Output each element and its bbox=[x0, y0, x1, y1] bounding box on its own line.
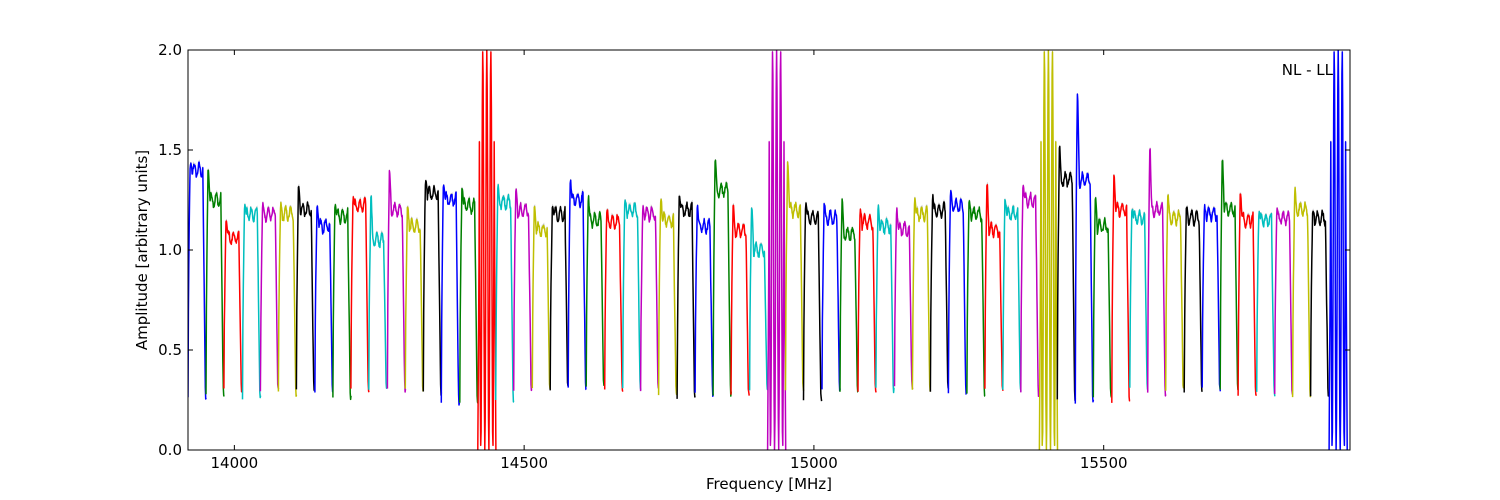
band-series-line bbox=[1237, 193, 1258, 396]
band-series-line bbox=[911, 197, 932, 392]
band-series-line bbox=[893, 207, 914, 390]
band-series-line bbox=[477, 50, 497, 450]
band-series-line bbox=[549, 205, 570, 391]
band-series-line bbox=[984, 184, 1004, 391]
band-series-line bbox=[1309, 209, 1330, 397]
band-series-line bbox=[1183, 206, 1203, 393]
band-series-line bbox=[1111, 174, 1131, 403]
band-series-line bbox=[422, 179, 443, 396]
y-tick-label: 2.0 bbox=[158, 41, 182, 59]
band-series-line bbox=[368, 195, 388, 390]
series-layer bbox=[188, 50, 1348, 450]
band-series-line bbox=[802, 202, 823, 402]
band-series-line bbox=[621, 199, 642, 391]
band-series-line bbox=[350, 196, 370, 393]
band-series-line bbox=[712, 159, 732, 397]
y-tick-label: 1.5 bbox=[158, 141, 182, 159]
y-tick-label: 1.0 bbox=[158, 241, 182, 259]
band-series-line bbox=[947, 189, 967, 395]
band-series-line bbox=[1020, 184, 1040, 398]
band-series-line bbox=[512, 188, 533, 392]
band-series-line bbox=[639, 205, 660, 392]
x-tick-label: 14500 bbox=[500, 454, 548, 472]
band-series-line bbox=[784, 161, 805, 391]
band-series-line bbox=[1291, 186, 1312, 398]
band-series-line bbox=[440, 184, 461, 406]
x-axis-label: Frequency [MHz] bbox=[706, 475, 832, 493]
x-tick-label: 15000 bbox=[790, 454, 838, 472]
band-series-line bbox=[766, 50, 787, 450]
band-series-line bbox=[1219, 159, 1239, 391]
band-series-line bbox=[1255, 210, 1276, 397]
band-series-line bbox=[1164, 194, 1185, 391]
band-series-line bbox=[1328, 50, 1348, 450]
band-series-line bbox=[657, 198, 678, 396]
band-series-line bbox=[929, 193, 950, 392]
band-series-line bbox=[676, 195, 696, 399]
band-series-line bbox=[404, 206, 425, 392]
band-series-line bbox=[1146, 148, 1167, 397]
band-series-line bbox=[314, 205, 334, 393]
band-series-line bbox=[1056, 145, 1077, 402]
y-tick-label: 0.5 bbox=[158, 341, 182, 359]
band-series-line bbox=[531, 205, 551, 390]
band-series-line bbox=[494, 184, 515, 403]
band-series-line bbox=[205, 169, 225, 397]
band-series-line bbox=[295, 185, 316, 392]
band-series-line bbox=[1002, 199, 1022, 392]
x-tick-label: 14000 bbox=[211, 454, 259, 472]
band-series-line bbox=[1129, 208, 1149, 391]
band-series-line bbox=[259, 202, 280, 392]
band-series-line bbox=[730, 204, 750, 396]
band-series-line bbox=[188, 161, 207, 400]
y-axis-label: Amplitude [arbitrary units] bbox=[133, 150, 151, 350]
y-tick-label: 0.0 bbox=[158, 441, 182, 459]
band-series-line bbox=[1273, 207, 1294, 395]
band-series-line bbox=[839, 198, 859, 393]
band-series-line bbox=[1092, 197, 1113, 398]
band-series-line bbox=[567, 179, 587, 391]
band-series-line bbox=[223, 220, 243, 393]
band-series-line bbox=[694, 204, 714, 398]
band-series-line bbox=[459, 188, 479, 404]
ticks-layer: 14000 14500 15000 15500 0.0 0.5 1.0 1.5 2.0 bbox=[158, 41, 1350, 472]
band-series-line bbox=[241, 203, 262, 400]
band-series-line bbox=[748, 207, 769, 391]
annotation-label: NL - LL bbox=[1282, 61, 1334, 79]
band-series-line bbox=[386, 170, 407, 393]
band-series-line bbox=[1074, 93, 1095, 404]
band-series-line bbox=[603, 209, 624, 392]
band-series-line bbox=[875, 204, 895, 394]
band-series-line bbox=[332, 203, 352, 401]
band-series-line bbox=[277, 201, 298, 397]
band-series-line bbox=[821, 202, 841, 392]
band-series-line bbox=[585, 195, 605, 387]
band-series-line bbox=[1201, 204, 1222, 392]
band-series-line bbox=[966, 200, 986, 397]
band-series-line bbox=[1038, 50, 1059, 450]
band-series-line bbox=[857, 208, 877, 393]
x-tick-label: 15500 bbox=[1080, 454, 1128, 472]
